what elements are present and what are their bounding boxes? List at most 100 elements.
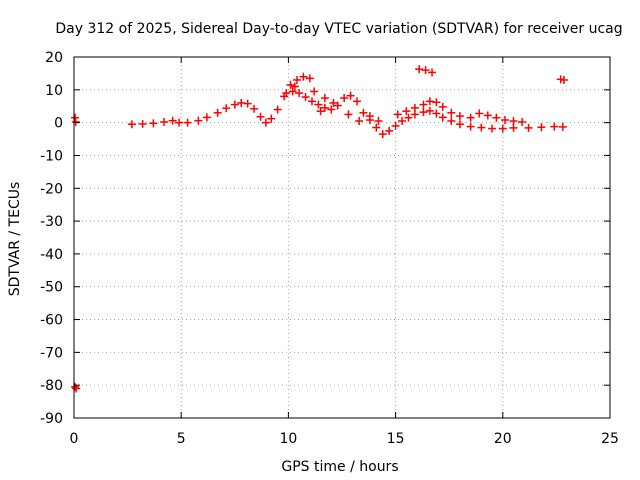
data-point	[466, 122, 475, 131]
data-point	[447, 108, 456, 117]
data-point	[455, 112, 464, 121]
data-point	[353, 97, 362, 106]
data-point	[202, 113, 211, 122]
data-point	[524, 123, 533, 132]
x-axis-label: GPS time / hours	[281, 459, 398, 475]
data-point	[273, 105, 282, 114]
data-point	[455, 120, 464, 129]
data-point	[288, 87, 297, 96]
data-point	[267, 114, 276, 123]
data-point	[492, 113, 501, 122]
y-tick-label: -80	[40, 378, 63, 394]
data-point	[404, 113, 413, 122]
data-point	[410, 103, 419, 112]
data-point	[475, 109, 484, 118]
data-point	[316, 107, 325, 116]
data-point	[71, 382, 80, 391]
data-point	[419, 108, 428, 117]
data-point	[498, 124, 507, 133]
data-point	[160, 117, 169, 126]
y-tick-label: -30	[40, 214, 63, 230]
y-tick-label: 10	[45, 83, 63, 99]
data-point	[500, 116, 509, 125]
data-point	[290, 82, 299, 91]
data-point	[261, 118, 270, 127]
data-point	[447, 116, 456, 125]
data-point	[295, 89, 304, 98]
x-tick-label: 20	[494, 431, 512, 447]
y-tick-label: -60	[40, 313, 63, 329]
data-point	[421, 66, 430, 75]
data-point	[340, 94, 349, 103]
x-tick-label: 0	[70, 431, 79, 447]
data-point	[72, 384, 81, 393]
grid-lines	[74, 57, 610, 418]
data-point	[537, 123, 546, 132]
data-point	[509, 116, 518, 125]
chart-title: Day 312 of 2025, Sidereal Day-to-day VTE…	[55, 21, 622, 37]
data-point	[385, 126, 394, 135]
y-tick-label: -50	[40, 280, 63, 296]
data-point	[138, 119, 147, 128]
x-tick-label: 5	[177, 431, 186, 447]
data-point	[222, 104, 231, 113]
data-point	[282, 89, 291, 98]
data-point	[509, 123, 518, 132]
data-point	[256, 112, 265, 121]
data-point	[286, 80, 295, 89]
y-tick-label: -40	[40, 247, 63, 263]
data-point	[359, 108, 368, 117]
data-point	[438, 113, 447, 122]
x-tick-label: 25	[601, 431, 619, 447]
x-tick-label: 10	[279, 431, 297, 447]
data-point	[558, 122, 567, 131]
data-point	[466, 113, 475, 122]
data-point	[346, 91, 355, 100]
data-point	[71, 117, 80, 126]
data-point	[550, 122, 559, 131]
data-point	[477, 123, 486, 132]
data-point	[393, 110, 402, 119]
data-point	[168, 116, 177, 125]
data-points	[71, 65, 568, 393]
data-point	[428, 68, 437, 77]
data-point	[127, 120, 136, 129]
y-tick-label: 0	[54, 116, 63, 132]
data-point	[292, 75, 301, 84]
data-point	[432, 109, 441, 118]
y-tick-label: -70	[40, 345, 63, 361]
data-point	[243, 99, 252, 108]
data-point	[344, 110, 353, 119]
plot-frame	[73, 56, 611, 419]
y-tick-label: -10	[40, 148, 63, 164]
data-point	[559, 75, 568, 84]
data-point	[488, 124, 497, 133]
data-point	[374, 116, 383, 125]
data-point	[305, 74, 314, 83]
y-tick-label: -90	[40, 411, 63, 427]
data-point	[299, 72, 308, 81]
data-point	[425, 97, 434, 106]
data-point	[314, 100, 323, 109]
data-point	[230, 100, 239, 109]
data-point	[372, 123, 381, 132]
data-point	[175, 118, 184, 127]
data-point	[419, 100, 428, 109]
y-tick-label: -20	[40, 181, 63, 197]
data-point	[398, 116, 407, 125]
data-point	[432, 98, 441, 107]
data-point	[402, 107, 411, 116]
data-point	[320, 103, 329, 112]
data-point	[310, 87, 319, 96]
y-tick-label: 20	[45, 50, 63, 66]
data-point	[415, 65, 424, 74]
data-point	[333, 101, 342, 110]
data-point	[391, 121, 400, 130]
data-point	[425, 106, 434, 115]
data-point	[483, 111, 492, 120]
data-point	[194, 116, 203, 125]
x-axis-ticks: 0 5 10 15 20 25	[70, 57, 619, 447]
data-point	[327, 105, 336, 114]
data-point	[355, 116, 364, 125]
